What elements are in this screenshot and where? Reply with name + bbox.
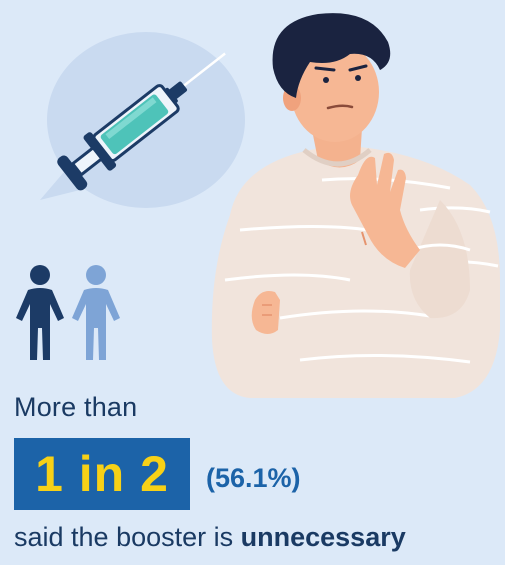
illustration	[40, 13, 500, 398]
stat-main: 1 in 2	[35, 446, 169, 502]
stat-row: 1 in 2 (56.1%)	[14, 438, 301, 510]
stat-box: 1 in 2	[14, 438, 190, 510]
tail-emphasis: unnecessary	[240, 522, 406, 552]
tail-text: said the booster is unnecessary	[14, 522, 406, 553]
tail-prefix: said the booster is	[14, 522, 241, 552]
lead-text: More than	[14, 392, 138, 422]
stat-percent: (56.1%)	[206, 462, 301, 493]
people-icon	[16, 265, 120, 360]
person-refusing-illustration	[211, 13, 500, 398]
syringe-icon	[57, 52, 226, 191]
